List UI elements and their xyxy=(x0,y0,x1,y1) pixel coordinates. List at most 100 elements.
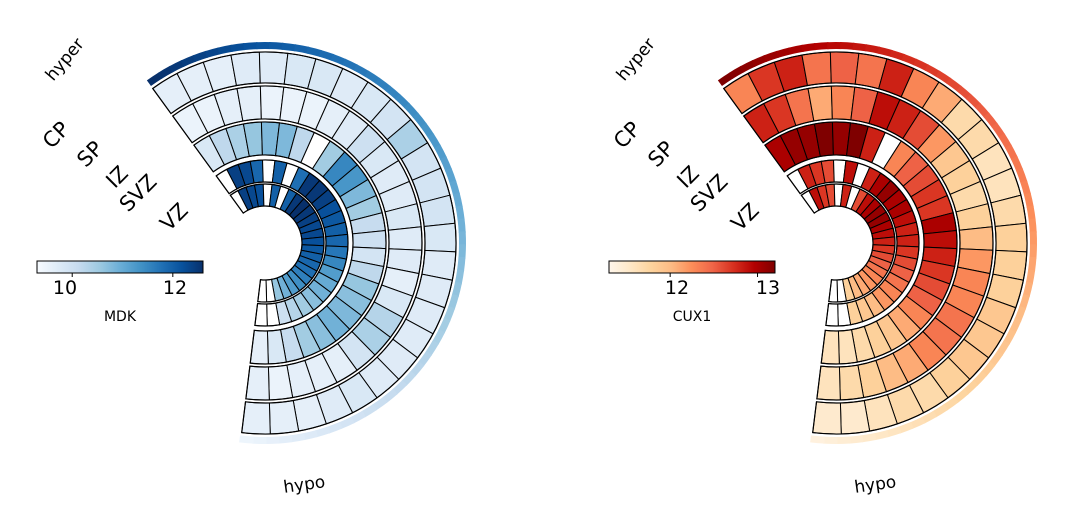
gradient-arc-segment xyxy=(452,192,463,209)
hypo-label: hypo xyxy=(282,472,326,498)
heatmap-cell-cp xyxy=(230,51,261,87)
gradient-arc-segment xyxy=(728,65,745,79)
gradient-arc-segment xyxy=(342,58,359,72)
heatmap-cell-cp xyxy=(268,399,300,435)
gradient-arc-segment xyxy=(1022,281,1033,298)
heatmap-cell-cp xyxy=(241,401,271,435)
gradient-arc-segment xyxy=(455,205,465,221)
gradient-arc-segment xyxy=(1015,167,1028,184)
colorbar-gradient xyxy=(36,260,204,274)
gradient-arc-segment xyxy=(448,293,459,310)
heatmap-cell-cp xyxy=(801,51,832,87)
gradient-arc-segment xyxy=(449,180,460,196)
gradient-arc-segment xyxy=(392,380,408,395)
heatmap-cell-iz xyxy=(249,329,269,365)
gradient-arc-segment xyxy=(432,329,446,346)
gradient-arc-segment xyxy=(420,122,435,139)
heatmap-cell-cp xyxy=(839,399,871,435)
gradient-arc-segment xyxy=(277,435,293,444)
gradient-arc-segment xyxy=(168,60,185,73)
gradient-arc-segment xyxy=(353,64,370,78)
colorbar-tick-min: 10 xyxy=(53,277,77,299)
gradient-arc-segment xyxy=(239,435,254,444)
gradient-arc-segment xyxy=(848,435,864,444)
gradient-arc-segment xyxy=(965,93,981,109)
gradient-arc-segment xyxy=(404,102,419,118)
colorbar xyxy=(608,260,776,277)
gradient-arc-segment xyxy=(157,65,174,79)
heatmap-cell-iz xyxy=(351,229,387,250)
gradient-arc-segment xyxy=(1020,180,1031,196)
gradient-arc-segment xyxy=(885,426,902,438)
gradient-arc-segment xyxy=(1023,192,1034,209)
heatmap-cell-svz xyxy=(896,233,920,248)
gradient-arc-segment xyxy=(823,436,838,444)
gradient-arc-segment xyxy=(980,361,996,377)
gradient-arc-segment xyxy=(180,55,197,67)
ring-outline xyxy=(215,159,349,327)
ring-label-cp: CP xyxy=(609,117,645,153)
gradient-arc-segment xyxy=(457,218,466,234)
ring-outline xyxy=(786,159,920,327)
gradient-arc-segment xyxy=(427,133,441,150)
gradient-arc-segment xyxy=(281,42,297,52)
gradient-arc-segment xyxy=(897,421,914,434)
gradient-arc-segment xyxy=(924,64,941,78)
gradient-arc-segment xyxy=(873,430,890,441)
gradient-arc-segment xyxy=(810,435,825,444)
gradient-arc-segment xyxy=(943,396,959,411)
gradient-arc-segment xyxy=(998,133,1012,150)
gradient-arc-segment xyxy=(418,350,432,367)
hyper-label: hyper xyxy=(42,35,89,85)
gradient-arc-segment xyxy=(996,340,1010,357)
gradient-arc-segment xyxy=(302,430,319,441)
heatmap-cell-svz xyxy=(325,233,349,248)
gradient-arc-segment xyxy=(318,49,335,61)
gradient-arc-segment xyxy=(350,410,367,424)
heatmap-cell-sp xyxy=(387,226,423,251)
gradient-arc-segment xyxy=(983,112,998,128)
gradient-arc-segment xyxy=(909,416,926,429)
gradient-arc-segment xyxy=(457,256,466,272)
ring-label-sp: SP xyxy=(643,136,678,171)
gradient-arc-segment xyxy=(1025,269,1036,285)
gradient-arc-segment xyxy=(775,47,792,58)
gradient-arc-segment xyxy=(889,49,906,61)
gradient-arc-segment xyxy=(425,340,439,357)
gradient-arc-segment xyxy=(394,93,410,109)
heatmap-cells xyxy=(722,51,1028,435)
gradient-arc-segment xyxy=(364,70,381,85)
gradient-arc-segment xyxy=(265,436,280,444)
ring-label-vz: VZ xyxy=(726,198,763,235)
gradient-arc-segment xyxy=(861,433,877,443)
ring-label-cp: CP xyxy=(38,117,74,153)
hyper-hypo-gradient-arc xyxy=(146,42,466,444)
ring-outline xyxy=(764,121,958,365)
gradient-arc-segment xyxy=(1029,231,1037,246)
gradient-arc-segment xyxy=(1028,256,1037,272)
gradient-arc-segment xyxy=(865,44,881,54)
gradient-arc-segment xyxy=(230,43,246,52)
gradient-arc-segment xyxy=(256,42,271,50)
heatmap-cell-cp xyxy=(423,222,457,253)
colorbar xyxy=(36,260,204,277)
gradient-arc-segment xyxy=(375,77,391,92)
gradient-arc-segment xyxy=(739,60,756,73)
heatmap-cell-sp xyxy=(958,226,994,251)
gradient-arc-segment xyxy=(827,42,842,50)
hyper-hypo-gradient-arc xyxy=(717,42,1037,444)
ring-outline xyxy=(742,85,994,401)
gradient-arc-segment xyxy=(921,410,938,424)
gradient-arc-segment xyxy=(953,388,969,404)
gradient-arc-segment xyxy=(443,306,456,322)
gradient-arc-segment xyxy=(1019,293,1030,310)
colorbar-tick-max: 13 xyxy=(756,277,780,299)
gradient-arc-segment xyxy=(763,50,780,63)
gradient-arc-segment xyxy=(946,77,962,92)
gradient-arc-segment xyxy=(1028,218,1037,234)
heatmap-cell-cp xyxy=(994,222,1028,253)
colorbar-tick-min: 12 xyxy=(665,277,689,299)
gradient-arc-segment xyxy=(975,102,990,118)
